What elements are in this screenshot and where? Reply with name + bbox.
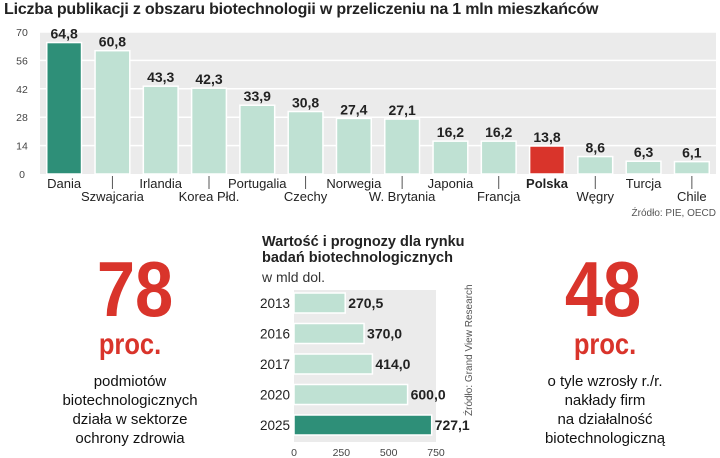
chart2-title-line: Wartość i prognozy dla rynku [262,234,465,250]
bar-value-label: 16,2 [485,124,512,140]
hbar-value-label: 414,0 [375,356,410,372]
x-category-label: Francja [477,189,521,204]
chart-title: Liczba publikacji z obszaru biotechnolog… [4,1,599,18]
bar-value-label: 6,1 [682,145,702,161]
year-label: 2025 [260,418,290,433]
stat-left-unit: proc. [98,328,162,361]
x-tick-label: 0 [291,447,297,458]
bar [190,87,228,175]
hbar-value-label: 727,1 [435,417,470,433]
bar [480,140,517,175]
x-category-label: Szwajcaria [81,189,145,204]
y-tick-label: 0 [19,169,25,181]
y-tick-label: 14 [16,141,28,153]
x-category-label: Irlandia [139,176,182,191]
stat-right-unit: proc. [573,328,637,361]
bar [335,117,372,175]
chart1-source: Źródło: PIE, OECD [631,208,716,219]
chart2-title-line: badań biotechnologicznych [262,250,453,266]
bar [625,160,662,175]
bar [673,160,710,175]
x-category-label: Korea Płd. [179,189,240,204]
bar [94,49,131,175]
x-category-label: Dania [47,176,82,191]
caption-line: na działalność [557,411,653,428]
y-tick-label: 56 [16,55,28,67]
caption-line: nakłady firm [564,392,646,409]
bar-value-label: 30,8 [292,95,319,111]
caption-line: podmiotów [93,373,167,390]
x-category-label: Turcja [626,176,662,191]
bar [528,145,566,175]
bar-value-label: 6,3 [634,144,654,160]
x-category-label: Węgry [577,189,615,204]
x-category-label: Czechy [284,189,328,204]
bar-value-label: 13,8 [533,129,560,145]
x-tick-label: 250 [333,447,351,458]
hbar-value-label: 370,0 [367,326,402,342]
x-category-label: Chile [677,189,707,204]
y-tick-label: 28 [16,112,28,124]
caption-line: biotechnologicznych [62,392,198,409]
year-label: 2020 [260,388,290,403]
bar-value-label: 42,3 [195,71,222,87]
caption-line: o tyle wzrosły r./r. [547,373,663,390]
publications-bar-chart: 0 14 28 42 56 70 64,8 60,8 43,3 42,3 33,9 30,8 27,4… [16,26,716,204]
caption-line: ochrony zdrowia [75,430,185,447]
bar-value-label: 33,9 [244,88,271,104]
x-category-label: Japonia [428,176,474,191]
stat-left-caption: podmiotów biotechnologicznych działa w s… [30,372,230,448]
hbar [293,322,365,345]
y-tick-label: 42 [16,84,28,96]
bar-value-label: 27,1 [389,102,416,118]
bar-value-label: 43,3 [147,69,174,85]
year-label: 2016 [260,327,290,342]
bar [142,85,179,175]
year-label: 2013 [260,296,290,311]
hbar [293,383,409,406]
year-label: 2017 [260,357,290,372]
stat-right-caption: o tyle wzrosły r./r. nakłady firm na dzi… [505,372,705,448]
bar-value-label: 16,2 [437,124,464,140]
x-category-label: Polska [526,176,569,191]
bar [46,41,83,175]
x-category-label: Norwegia [326,176,382,191]
bar-value-label: 60,8 [99,34,126,50]
bar [287,110,324,175]
hbar [293,292,346,314]
x-tick-label: 500 [380,447,398,458]
bar-value-label: 8,6 [586,140,606,156]
y-tick-label: 70 [16,27,28,39]
bar-value-label: 64,8 [51,26,78,42]
stat-right-number: 48 [564,245,642,333]
hbar-value-label: 600,0 [411,387,446,403]
bar [384,118,421,175]
x-category-label: W. Brytania [369,189,436,204]
hbar-value-label: 270,5 [348,295,383,311]
bar [432,140,469,175]
hbar [293,414,433,436]
x-tick-label: 750 [427,447,445,458]
chart2-title: Wartość i prognozy dla rynku badań biote… [262,234,465,266]
stat-left-number: 78 [96,245,174,333]
bar [577,155,614,175]
hbar [293,353,374,375]
bar-value-label: 27,4 [340,101,367,117]
x-category-label: Portugalia [228,176,287,191]
chart2-source: Źródło: Grand View Research [464,284,475,416]
caption-line: działa w sektorze [72,411,188,428]
caption-line: biotechnologiczną [544,430,666,447]
chart2-subtitle: w mld dol. [262,269,326,285]
bar [239,104,276,175]
